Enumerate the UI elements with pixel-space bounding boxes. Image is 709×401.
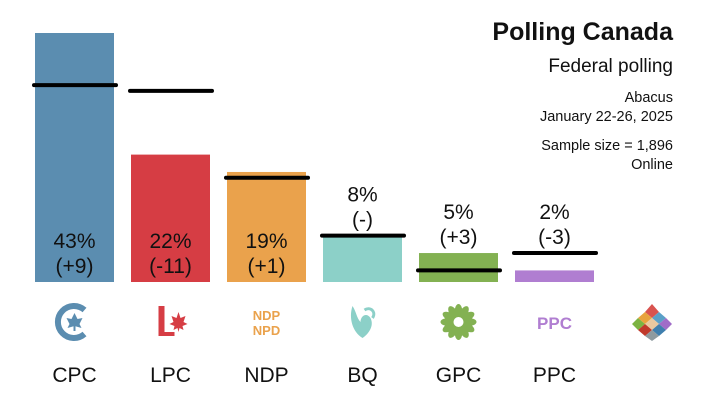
gpc-logo-icon: [440, 304, 477, 340]
bar-ndp: [227, 171, 306, 282]
tick-label-bq: BQ: [347, 364, 377, 387]
bar-cpc: [35, 33, 114, 282]
lpc-logo-icon: [158, 306, 188, 336]
poll-mode: Online: [631, 157, 673, 173]
bar-ppc: [515, 270, 594, 282]
tick-label-lpc: LPC: [150, 364, 191, 387]
chart-title: Polling Canada: [492, 18, 673, 46]
ppc-logo-icon: PPC: [537, 314, 572, 333]
pollster-name: Abacus: [624, 90, 673, 106]
change-label-ppc: (-3): [538, 226, 571, 249]
value-label-cpc: 43%: [53, 230, 95, 253]
change-label-lpc: (-11): [149, 255, 192, 278]
value-label-bq: 8%: [347, 184, 377, 207]
tick-label-gpc: GPC: [436, 364, 482, 387]
svg-text:PPC: PPC: [537, 314, 572, 333]
cpc-logo-icon: [54, 303, 87, 341]
tick-label-cpc: CPC: [52, 364, 96, 387]
bar-bq: [323, 235, 402, 282]
polling-canada-logo-icon: [632, 304, 672, 341]
value-label-lpc: 22%: [149, 230, 191, 253]
change-label-bq: (-): [352, 209, 373, 232]
value-label-ndp: 19%: [245, 230, 287, 253]
chart-subtitle: Federal polling: [548, 56, 673, 77]
value-label-gpc: 5%: [443, 201, 473, 224]
svg-text:NPD: NPD: [253, 323, 280, 338]
tick-label-ppc: PPC: [533, 364, 576, 387]
bar-gpc: [419, 253, 498, 282]
value-label-ppc: 2%: [539, 201, 569, 224]
svg-text:NDP: NDP: [253, 308, 281, 323]
change-label-gpc: (+3): [440, 226, 478, 249]
bar-lpc: [131, 154, 210, 282]
sample-size: Sample size = 1,896: [541, 138, 673, 154]
change-label-cpc: (+9): [56, 255, 94, 278]
bq-logo-icon: [350, 306, 376, 338]
tick-label-ndp: NDP: [244, 364, 288, 387]
change-label-ndp: (+1): [248, 255, 286, 278]
poll-dates: January 22-26, 2025: [539, 109, 673, 125]
